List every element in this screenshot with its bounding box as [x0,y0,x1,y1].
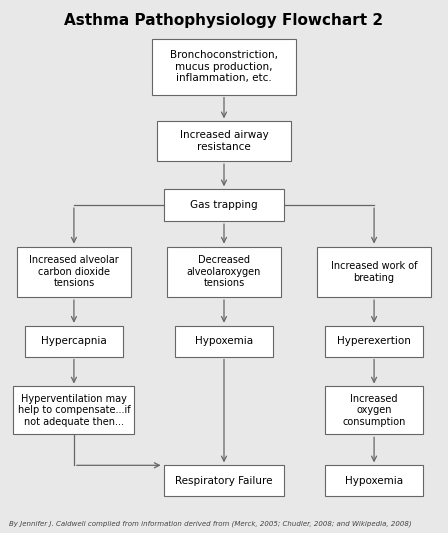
Text: Hypoxemia: Hypoxemia [195,336,253,346]
FancyBboxPatch shape [164,465,284,496]
FancyBboxPatch shape [17,246,131,297]
FancyBboxPatch shape [325,465,423,496]
Text: Bronchoconstriction,
mucus production,
inflammation, etc.: Bronchoconstriction, mucus production, i… [170,50,278,83]
Text: Hyperventilation may
help to compensate...if
not adequate then...: Hyperventilation may help to compensate.… [17,394,130,427]
Text: Gas trapping: Gas trapping [190,200,258,210]
FancyBboxPatch shape [317,246,431,297]
FancyBboxPatch shape [157,122,291,161]
Text: Asthma Pathophysiology Flowchart 2: Asthma Pathophysiology Flowchart 2 [65,13,383,28]
Text: Increased alveolar
carbon dioxide
tensions: Increased alveolar carbon dioxide tensio… [29,255,119,288]
FancyBboxPatch shape [164,189,284,221]
Text: By Jennifer J. Caldwell complied from information derived from (Merck, 2005; Chu: By Jennifer J. Caldwell complied from in… [9,520,412,527]
Text: Increased work of
breating: Increased work of breating [331,261,418,282]
FancyBboxPatch shape [152,39,296,95]
FancyBboxPatch shape [325,386,423,434]
Text: Hypercapnia: Hypercapnia [41,336,107,346]
FancyBboxPatch shape [325,326,423,357]
FancyBboxPatch shape [25,326,123,357]
Text: Hypoxemia: Hypoxemia [345,476,403,486]
Text: Respiratory Failure: Respiratory Failure [175,476,273,486]
Text: Increased airway
resistance: Increased airway resistance [180,131,268,152]
Text: Increased
oxygen
consumption: Increased oxygen consumption [342,394,406,427]
FancyBboxPatch shape [167,246,281,297]
Text: Decreased
alveolaroxygen
tensions: Decreased alveolaroxygen tensions [187,255,261,288]
FancyBboxPatch shape [175,326,273,357]
FancyBboxPatch shape [13,386,134,434]
Text: Hyperexertion: Hyperexertion [337,336,411,346]
